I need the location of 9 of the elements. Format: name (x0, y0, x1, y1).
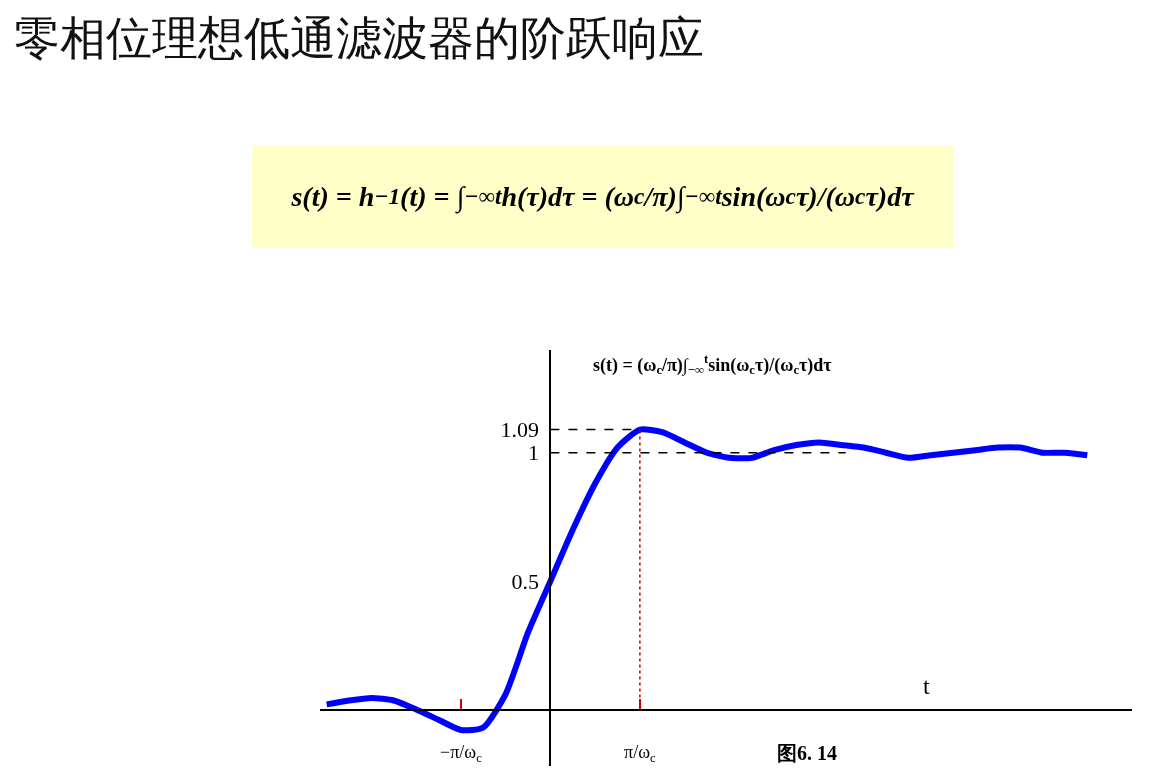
y-tick-label: 0.5 (511, 568, 539, 594)
x-tick-label: π/ω$_{c}$ (624, 742, 657, 765)
chart-title: 零相位理想低通滤波器的阶跃响应 (14, 10, 704, 67)
x-axis-title: t (923, 673, 930, 699)
text: s(t) = (ω$_{c}$/π)∫$_{−∞}$$^{t}$sin(ω$_{c}$τ)/(ω$_{c}$τ)dτ (593, 352, 832, 378)
y-tick-label: 1.09 (500, 417, 539, 443)
annotation: 图6. 14 (777, 742, 837, 764)
x-tick-label: −π/ω$_{c}$ (440, 742, 483, 765)
y-tick-label: 1 (528, 440, 539, 466)
